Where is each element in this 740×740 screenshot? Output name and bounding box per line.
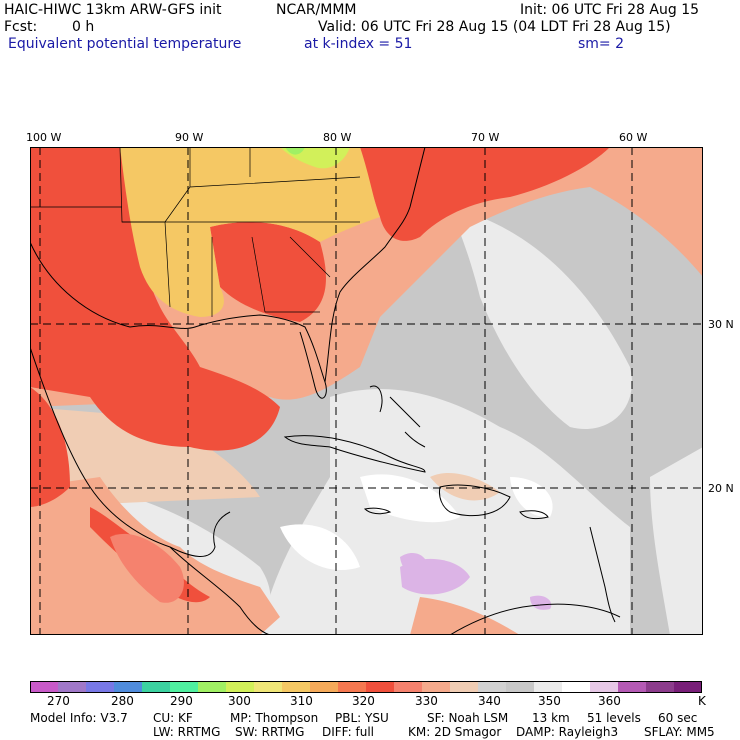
state-border <box>289 236 331 278</box>
model-info-sf: SF: Noah LSM <box>427 711 509 725</box>
theta-e-map <box>30 147 703 635</box>
lon-label-100w: 100 W <box>26 131 62 144</box>
lavender-region <box>530 595 552 610</box>
colorbar <box>30 681 702 693</box>
colorbar-swatch <box>142 681 171 693</box>
light-gray-region <box>450 207 632 429</box>
colorbar-swatch <box>114 681 143 693</box>
colorbar-swatch <box>478 681 507 693</box>
model-info-sflay: SFLAY: MM5 <box>644 725 715 739</box>
colorbar-swatch <box>338 681 367 693</box>
colorbar-swatch <box>618 681 647 693</box>
model-info-mp: MP: Thompson <box>230 711 319 725</box>
warm-red-region <box>210 222 326 322</box>
colorbar-swatch <box>674 681 702 693</box>
colorbar-swatch <box>450 681 479 693</box>
colorbar-label: 360 <box>598 694 621 708</box>
colorbar-swatch <box>366 681 395 693</box>
colorbar-swatch <box>422 681 451 693</box>
model-info-levels: 51 levels <box>587 711 641 725</box>
colorbar-swatch <box>394 681 423 693</box>
smoothing: sm= 2 <box>578 36 625 52</box>
green-region <box>285 147 305 155</box>
forecast-hour: 0 h <box>72 19 95 35</box>
model-info-version: Model Info: V3.7 <box>30 711 128 725</box>
colorbar-label: 300 <box>228 694 251 708</box>
colorbar-label: 270 <box>47 694 70 708</box>
hispaniola <box>439 484 511 517</box>
model-info-sw: SW: RRTMG <box>235 725 305 739</box>
colorbar-swatch <box>254 681 283 693</box>
salmon-region <box>430 472 500 501</box>
atlantic-coast <box>324 147 426 383</box>
colorbar-label: 320 <box>352 694 375 708</box>
lat-lon-grid <box>30 147 703 635</box>
colorbar-swatch <box>86 681 115 693</box>
colorbar-label: 280 <box>111 694 134 708</box>
colorbar-swatch <box>198 681 227 693</box>
colorbar-swatch <box>58 681 87 693</box>
colorbar-swatch <box>506 681 535 693</box>
white-region <box>510 477 553 518</box>
colorbar-swatch <box>562 681 591 693</box>
model-info-cu: CU: KF <box>153 711 193 725</box>
colorbar-swatch <box>226 681 255 693</box>
model-info-res: 13 km <box>532 711 570 725</box>
model-info-dt: 60 sec <box>658 711 698 725</box>
orange-region <box>120 147 380 317</box>
light-gray-region <box>650 447 703 635</box>
vertical-level: at k-index = 51 <box>304 36 413 52</box>
jamaica <box>363 507 392 515</box>
field-name: Equivalent potential temperature <box>8 36 242 52</box>
colorbar-label: 350 <box>538 694 561 708</box>
central-america <box>169 546 271 635</box>
south-america-coast <box>449 603 621 635</box>
colorbar-swatch <box>170 681 199 693</box>
gulf-coast <box>30 241 327 399</box>
mexico-coast <box>30 346 231 557</box>
lon-label-80w: 80 W <box>323 131 352 144</box>
model-info-damp: DAMP: Rayleigh3 <box>516 725 619 739</box>
lat-label-20n: 20 N <box>708 482 734 495</box>
colorbar-frame <box>30 681 702 693</box>
colorbar-label: 290 <box>170 694 193 708</box>
colorbar-swatch <box>30 681 59 693</box>
init-time: Init: 06 UTC Fri 28 Aug 15 <box>520 2 700 18</box>
white-region <box>280 524 360 571</box>
lat-label-30n: 30 N <box>708 318 734 331</box>
colorbar-swatch <box>534 681 563 693</box>
lon-label-60w: 60 W <box>619 131 648 144</box>
cuba <box>283 435 426 473</box>
colorbar-unit: K <box>698 694 706 708</box>
lon-label-70w: 70 W <box>471 131 500 144</box>
colorbar-swatch <box>590 681 619 693</box>
model-info-pbl: PBL: YSU <box>335 711 389 725</box>
bahamas <box>369 385 426 448</box>
valid-time: Valid: 06 UTC Fri 28 Aug 15 (04 LDT Fri … <box>318 19 671 35</box>
colorbar-swatch <box>310 681 339 693</box>
salmon-region <box>410 597 520 635</box>
coastlines <box>30 147 621 635</box>
warm-red-region <box>30 147 280 451</box>
lon-label-90w: 90 W <box>175 131 204 144</box>
colorbar-swatch <box>646 681 675 693</box>
puerto-rico <box>519 510 549 520</box>
colorbar-label: 310 <box>290 694 313 708</box>
organization: NCAR/MMM <box>276 2 357 18</box>
state-border <box>251 236 266 313</box>
map-frame <box>30 147 703 635</box>
model-title: HAIC-HIWC 13km ARW-GFS init <box>4 2 222 18</box>
model-info-diff: DIFF: full <box>322 725 375 739</box>
colorbar-swatch <box>282 681 311 693</box>
colorbar-label: 330 <box>415 694 438 708</box>
warm-red-region <box>110 533 184 603</box>
model-info-lw: LW: RRTMG <box>153 725 221 739</box>
model-info-km: KM: 2D Smagor <box>408 725 502 739</box>
forecast-label: Fcst: <box>4 19 38 35</box>
state-borders <box>30 147 361 317</box>
lavender-region <box>400 558 470 595</box>
colorbar-label: 340 <box>478 694 501 708</box>
